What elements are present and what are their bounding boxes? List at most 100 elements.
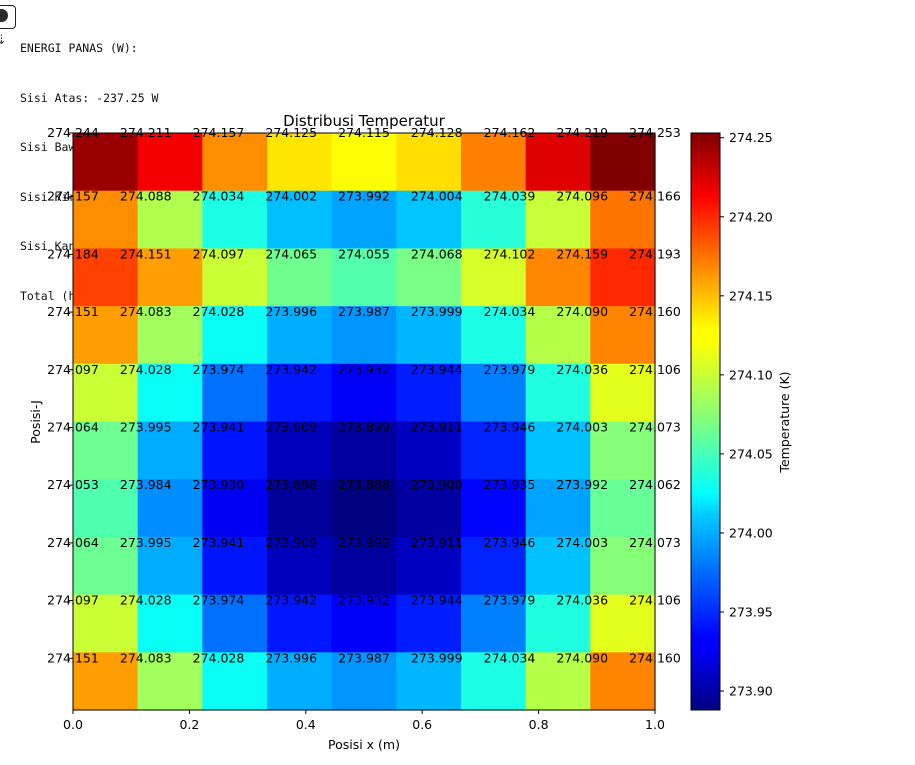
heatmap-cell <box>396 190 462 249</box>
colorbar-tick-label: 273.90 <box>729 684 773 699</box>
heatmap-cell <box>73 363 139 423</box>
cell-value-label: 273.888 <box>338 477 390 492</box>
heatmap-cell <box>461 190 527 249</box>
heatmap-cell <box>137 306 203 365</box>
cell-value-label: 274.128 <box>411 125 463 140</box>
heatmap-cell <box>73 190 139 249</box>
cell-value-label: 274.083 <box>120 650 172 665</box>
cell-value-label: 273.909 <box>265 535 317 550</box>
x-tick-label: 0.2 <box>179 717 199 732</box>
heatmap-cell <box>331 594 397 653</box>
cell-value-label: 273.900 <box>411 477 463 492</box>
cell-value-label: 274.073 <box>629 420 681 435</box>
cell-value-label: 273.974 <box>193 593 245 608</box>
cell-value-label: 273.898 <box>265 477 317 492</box>
heatmap-cell <box>73 306 139 365</box>
console-line-top: Sisi Atas: -237.25 W <box>20 90 159 105</box>
heatmap-cell <box>267 652 333 711</box>
heatmap-cell <box>331 479 397 538</box>
output-expand-icon[interactable]: ⇣ <box>0 33 7 48</box>
cell-value-label: 274.002 <box>265 189 317 204</box>
cell-value-label: 274.090 <box>556 304 608 319</box>
cell-value-label: 274.028 <box>193 304 245 319</box>
cell-value-label: 273.999 <box>411 304 463 319</box>
heatmap-cell <box>525 536 591 596</box>
console-line-heading: ENERGI PANAS (W): <box>20 41 138 55</box>
heatmap-cell <box>590 536 656 596</box>
cell-value-label: 273.911 <box>411 535 463 550</box>
cell-value-label: 273.979 <box>484 362 536 377</box>
cell-value-label: 273.987 <box>338 304 390 319</box>
cell-value-label: 274.160 <box>629 304 681 319</box>
cell-value-label: 273.911 <box>411 420 463 435</box>
cell-value-label: 274.036 <box>556 362 608 377</box>
heatmap-cell <box>590 421 656 480</box>
cell-value-label: 273.944 <box>411 362 463 377</box>
cell-value-label: 274.097 <box>47 362 99 377</box>
heatmap-cell <box>396 479 462 538</box>
cell-value-label: 274.125 <box>265 125 317 140</box>
x-tick-label: 0.0 <box>63 717 83 732</box>
cell-value-label: 274.034 <box>484 304 536 319</box>
heatmap-cell <box>202 536 268 596</box>
cell-value-label: 274.036 <box>556 593 608 608</box>
heatmap-cell <box>137 652 203 711</box>
heatmap-cell <box>202 363 268 423</box>
heatmap-cell <box>202 652 268 711</box>
colorbar-label: Temperature (K) <box>777 371 792 473</box>
chart-title: Distribusi Temperatur <box>283 112 445 130</box>
cell-value-label: 274.004 <box>411 189 463 204</box>
heatmap-cell <box>331 306 397 365</box>
heatmap-cell <box>331 421 397 480</box>
heatmap-cell <box>461 536 527 596</box>
heatmap-cell <box>267 421 333 480</box>
output-toggle-icon[interactable] <box>0 5 16 29</box>
cell-value-label: 274.083 <box>120 304 172 319</box>
heatmap-cell <box>137 594 203 653</box>
heatmap-cell <box>202 594 268 653</box>
cell-value-label: 274.064 <box>47 420 99 435</box>
cell-value-label: 274.151 <box>120 246 172 261</box>
heatmap-cell <box>525 479 591 538</box>
heatmap-cell <box>590 133 656 192</box>
cell-value-label: 273.932 <box>338 362 390 377</box>
heatmap-cell <box>267 363 333 423</box>
cell-value-label: 274.003 <box>556 535 608 550</box>
x-tick-label: 1.0 <box>645 717 665 732</box>
heatmap-cell <box>461 133 527 192</box>
heatmap-cell <box>331 363 397 423</box>
cell-value-label: 273.946 <box>484 535 536 550</box>
cell-value-label: 273.999 <box>411 650 463 665</box>
heatmap-cell <box>461 421 527 480</box>
cell-value-label: 274.193 <box>629 246 681 261</box>
cell-value-label: 274.028 <box>120 593 172 608</box>
cell-value-label: 273.987 <box>338 650 390 665</box>
cell-value-label: 273.942 <box>265 593 317 608</box>
cell-value-label: 274.097 <box>47 593 99 608</box>
colorbar-tick-label: 274.15 <box>729 288 773 303</box>
cell-value-label: 274.096 <box>556 189 608 204</box>
cell-value-label: 273.942 <box>265 362 317 377</box>
heatmap-cell <box>137 479 203 538</box>
colorbar-tick-label: 274.20 <box>729 209 773 224</box>
heatmap-cell <box>590 594 656 653</box>
cell-value-label: 273.941 <box>193 420 245 435</box>
heatmap-cell <box>73 133 139 192</box>
heatmap-cell <box>525 306 591 365</box>
cell-value-label: 274.157 <box>193 125 245 140</box>
heatmap-cell <box>331 652 397 711</box>
heatmap-cell <box>331 248 397 307</box>
cell-value-label: 273.946 <box>484 420 536 435</box>
heatmap-cell <box>137 536 203 596</box>
heatmap-cell <box>590 248 656 307</box>
heatmap-cell <box>331 133 397 192</box>
heatmap-cell <box>137 363 203 423</box>
heatmap-cell <box>267 479 333 538</box>
cell-value-label: 273.944 <box>411 593 463 608</box>
x-tick-label: 0.4 <box>296 717 316 732</box>
cell-value-label: 274.097 <box>193 246 245 261</box>
cell-value-label: 273.932 <box>338 593 390 608</box>
cell-value-label: 274.055 <box>338 246 390 261</box>
colorbar <box>690 132 721 711</box>
cell-value-label: 274.166 <box>629 189 681 204</box>
